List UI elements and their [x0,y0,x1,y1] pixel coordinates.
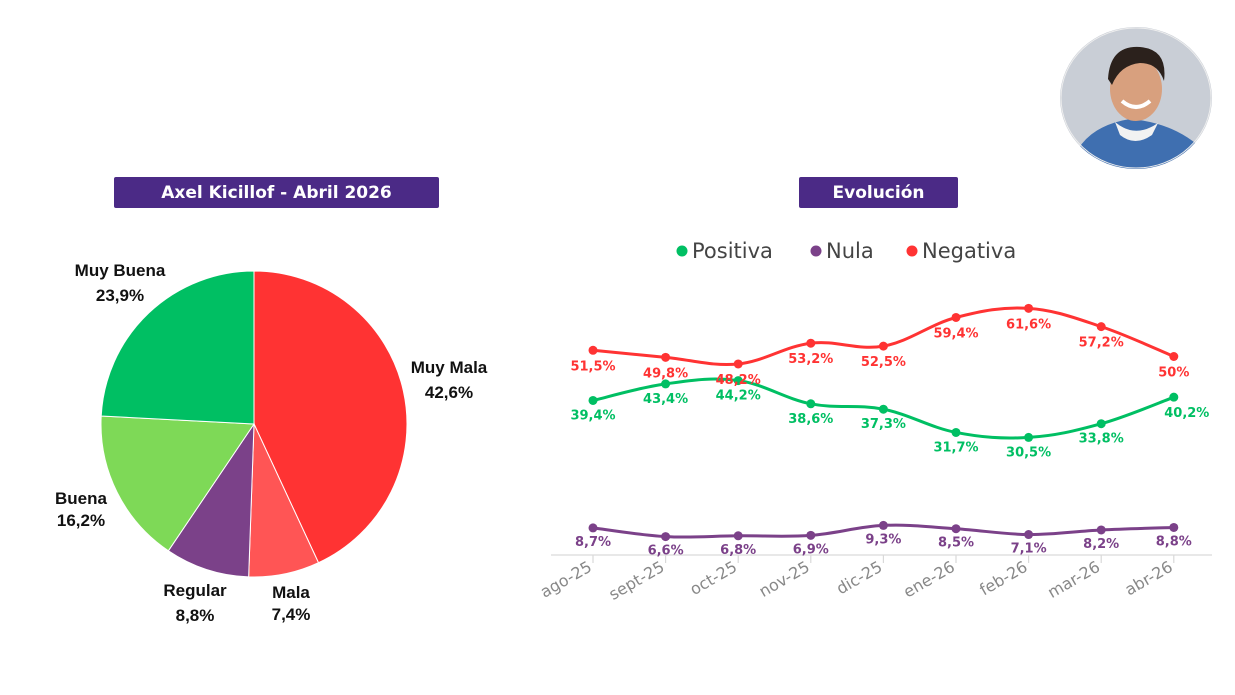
point-nula-ene-26 [951,524,961,534]
label-negativa-sept-25: 49,8% [643,366,688,381]
point-negativa-ago-25 [588,345,598,355]
label-negativa-ene-26: 59,4% [933,326,978,341]
pie-value-mala: 7,4% [272,605,311,624]
label-negativa-nov-25: 53,2% [788,352,833,367]
point-negativa-sept-25 [661,352,671,362]
pie-value-regular: 8,8% [176,606,215,625]
point-nula-feb-26 [1024,530,1034,540]
x-tick-sept-25: sept-25 [605,557,667,604]
label-positiva-ago-25: 39,4% [570,408,615,423]
label-positiva-sept-25: 43,4% [643,392,688,407]
legend-positiva: Positiva [692,239,773,263]
point-negativa-oct-25 [733,359,743,369]
line-chart-title: Evolución [799,177,958,208]
x-tick-ene-26: ene-26 [900,557,958,601]
x-tick-dic-25: dic-25 [833,557,885,598]
point-positiva-ene-26 [951,427,961,437]
pie-label-muy-buena: Muy Buena [75,261,166,280]
legend-dot-positiva [676,245,688,257]
legend-dot-nula [810,245,822,257]
person-portrait-icon [1060,27,1212,169]
point-positiva-mar-26 [1096,419,1106,429]
label-positiva-abr-26: 40,2% [1164,406,1209,421]
label-nula-nov-25: 6,9% [793,542,829,557]
point-negativa-mar-26 [1096,322,1106,332]
label-negativa-mar-26: 57,2% [1079,336,1124,351]
point-nula-dic-25 [878,520,888,530]
label-negativa-feb-26: 61,6% [1006,317,1051,332]
x-tick-feb-26: feb-26 [976,557,1030,599]
label-positiva-mar-26: 33,8% [1079,432,1124,447]
legend-negativa: Negativa [922,239,1016,263]
point-positiva-nov-25 [806,399,816,409]
pie-label-muy-mala: Muy Mala [411,358,488,377]
label-nula-oct-25: 6,8% [720,543,756,558]
point-positiva-abr-26 [1169,392,1179,402]
point-negativa-dic-25 [878,341,888,351]
label-nula-sept-25: 6,6% [648,544,684,559]
pie-label-buena: Buena [55,489,108,508]
label-nula-dic-25: 9,3% [865,532,901,547]
pie-chart: Muy Mala 42,6% Mala 7,4% Regular 8,8% Bu… [55,261,488,625]
x-tick-oct-25: oct-25 [687,557,741,599]
legend-nula: Nula [826,239,874,263]
pie-slice-buena [100,415,255,552]
label-negativa-ago-25: 51,5% [570,359,615,374]
label-positiva-oct-25: 44,2% [716,389,761,404]
point-nula-oct-25 [733,531,743,541]
point-positiva-sept-25 [661,379,671,389]
label-positiva-nov-25: 38,6% [788,412,833,427]
label-nula-ago-25: 8,7% [575,535,611,550]
point-nula-sept-25 [661,532,671,542]
label-negativa-abr-26: 50% [1158,366,1189,381]
point-positiva-ago-25 [588,395,598,405]
label-positiva-feb-26: 30,5% [1006,445,1051,460]
label-nula-feb-26: 7,1% [1011,542,1047,557]
label-negativa-dic-25: 52,5% [861,355,906,370]
line-chart: Positiva Nula Negativa 39,4% 43,4% 44,2% 38… [537,239,1212,604]
pie-value-muy-buena: 23,9% [96,286,144,305]
pie-slice-muy-buena [100,270,255,425]
point-negativa-ene-26 [951,312,961,322]
x-tick-ago-25: ago-25 [537,557,595,602]
point-positiva-oct-25 [733,376,743,386]
x-tick-mar-26: mar-26 [1044,557,1103,602]
pie-slice-regular [167,422,255,578]
pie-value-muy-mala: 42,6% [425,383,473,402]
label-positiva-ene-26: 31,7% [933,440,978,455]
label-nula-ene-26: 8,5% [938,536,974,551]
pie-chart-title: Axel Kicillof - Abril 2026 [114,177,439,208]
label-nula-mar-26: 8,2% [1083,537,1119,552]
label-nula-abr-26: 8,8% [1156,534,1192,549]
x-tick-nov-25: nov-25 [756,557,813,601]
pie-label-mala: Mala [272,583,310,602]
point-nula-ago-25 [588,523,598,533]
pie-slice-muy-mala [253,270,408,564]
point-negativa-abr-26 [1169,352,1179,361]
point-nula-nov-25 [806,530,816,540]
x-tick-abr-26: abr-26 [1122,557,1176,599]
label-positiva-dic-25: 37,3% [861,417,906,432]
point-negativa-nov-25 [806,338,816,348]
point-nula-mar-26 [1096,525,1106,535]
legend-dot-negativa [906,245,918,257]
pie-label-regular: Regular [163,581,227,600]
point-nula-abr-26 [1169,522,1179,532]
pie-value-buena: 16,2% [57,511,105,530]
label-negativa-oct-25: 48,2% [716,373,761,388]
point-negativa-feb-26 [1024,303,1034,313]
point-positiva-dic-25 [878,404,888,414]
point-positiva-feb-26 [1024,432,1034,442]
